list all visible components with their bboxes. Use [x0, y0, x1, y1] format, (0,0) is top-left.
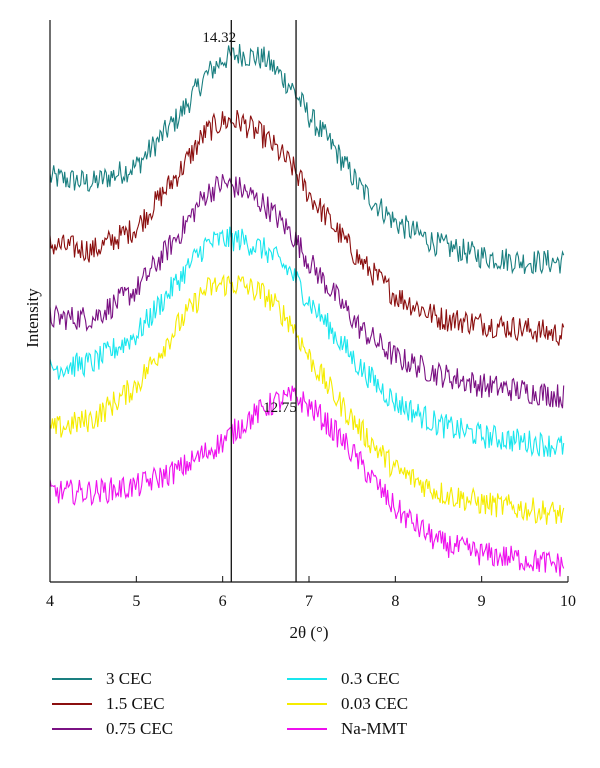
legend-swatch: [287, 703, 327, 705]
y-axis-title: Intensity: [23, 288, 42, 348]
legend-item: 0.75 CEC: [52, 718, 173, 740]
series-line-3: [49, 226, 565, 458]
reference-lines: [230, 20, 297, 582]
x-tick-label: 8: [391, 593, 399, 610]
legend-item: 0.03 CEC: [287, 693, 408, 715]
annotation-label-1: 12.75: [263, 400, 297, 416]
legend-swatch: [287, 678, 327, 680]
legend-label: Na-MMT: [341, 719, 408, 738]
series-line-0: [49, 43, 565, 275]
xrd-chart: 4 5 6 7 8 9 10 2θ (°) Intensity 14.32 12.75: [23, 20, 576, 642]
plot-lines: [49, 43, 565, 577]
series-line-2: [49, 174, 565, 409]
x-tick-label: 4: [46, 593, 54, 610]
x-axis-title: 2θ (°): [289, 623, 328, 642]
x-tick-label: 10: [560, 593, 576, 610]
legend-item: Na-MMT: [287, 718, 407, 740]
x-tick-label: 9: [478, 593, 486, 610]
legend-swatch: [52, 678, 92, 680]
legend-item: 0.3 CEC: [287, 668, 400, 690]
legend-swatch: [52, 728, 92, 730]
annotations: 14.32 12.75: [202, 30, 296, 416]
legend-label: 0.3 CEC: [341, 669, 400, 688]
legend-item: 3 CEC: [52, 668, 152, 690]
series-line-4: [49, 273, 565, 525]
legend-swatch: [52, 703, 92, 705]
x-ticks: 4 5 6 7 8 9 10: [46, 576, 576, 610]
x-tick-label: 6: [219, 593, 227, 610]
x-tick-label: 5: [132, 593, 140, 610]
annotation-label-0: 14.32: [202, 30, 236, 46]
legend-label: 0.75 CEC: [106, 719, 174, 738]
legend-swatch: [287, 728, 327, 730]
series-line-5: [49, 385, 565, 577]
x-tick-label: 7: [305, 593, 313, 610]
legend-label: 0.03 CEC: [341, 694, 409, 713]
legend-label: 1.5 CEC: [106, 694, 165, 713]
legend-item: 1.5 CEC: [52, 693, 165, 715]
legend-label: 3 CEC: [106, 669, 152, 688]
series-line-1: [49, 109, 565, 346]
